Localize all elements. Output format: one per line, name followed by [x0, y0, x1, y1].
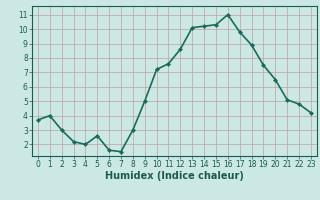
- X-axis label: Humidex (Indice chaleur): Humidex (Indice chaleur): [105, 171, 244, 181]
